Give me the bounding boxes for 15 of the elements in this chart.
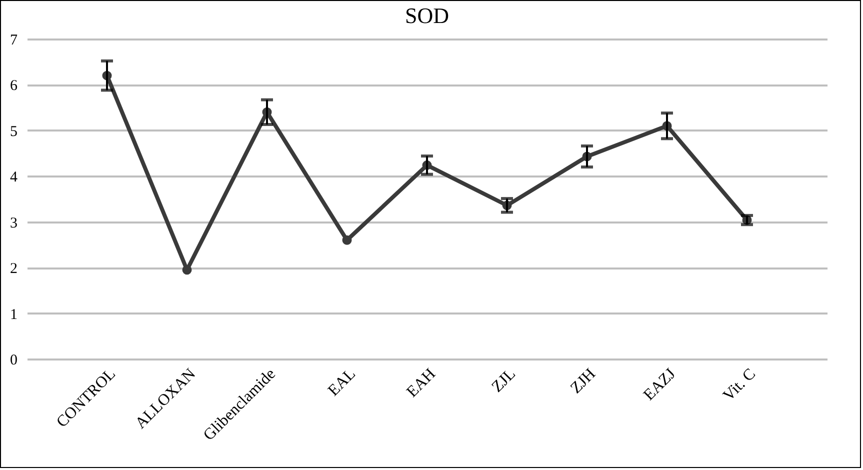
y-tick-label: 4 [10, 170, 18, 186]
x-tick-label: ZJL [488, 366, 520, 396]
y-tick-label: 5 [10, 124, 18, 140]
y-tick-label: 7 [10, 32, 18, 48]
y-tick-label: 6 [10, 78, 18, 94]
y-tick-label: 0 [10, 352, 18, 368]
chart-title: SOD [404, 3, 450, 28]
y-tick-label: 3 [10, 215, 18, 232]
point [182, 265, 192, 275]
x-tick-label: ZJH [568, 365, 600, 398]
x-tick-label: EAL [325, 366, 360, 400]
y-tick-label: 2 [10, 261, 18, 278]
point [342, 235, 352, 245]
y-tick-label: 1 [10, 306, 18, 323]
x-tick-label: Vit. C [720, 366, 760, 404]
